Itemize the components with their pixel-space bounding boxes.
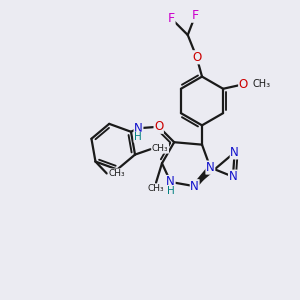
Text: CH₃: CH₃ xyxy=(253,79,271,89)
Text: N: N xyxy=(206,161,215,174)
Text: N: N xyxy=(230,146,239,159)
Text: CH₃: CH₃ xyxy=(152,144,169,153)
Text: O: O xyxy=(154,120,163,133)
Text: O: O xyxy=(192,51,201,64)
Text: N: N xyxy=(229,170,237,183)
Text: CH₃: CH₃ xyxy=(148,184,164,193)
Text: F: F xyxy=(192,9,199,22)
Text: H: H xyxy=(134,132,142,142)
Text: CH₃: CH₃ xyxy=(108,169,125,178)
Text: N: N xyxy=(134,122,143,135)
Text: H: H xyxy=(167,186,175,196)
Text: F: F xyxy=(168,12,175,25)
Text: N: N xyxy=(166,176,175,188)
Text: N: N xyxy=(190,180,199,193)
Text: O: O xyxy=(239,78,248,91)
